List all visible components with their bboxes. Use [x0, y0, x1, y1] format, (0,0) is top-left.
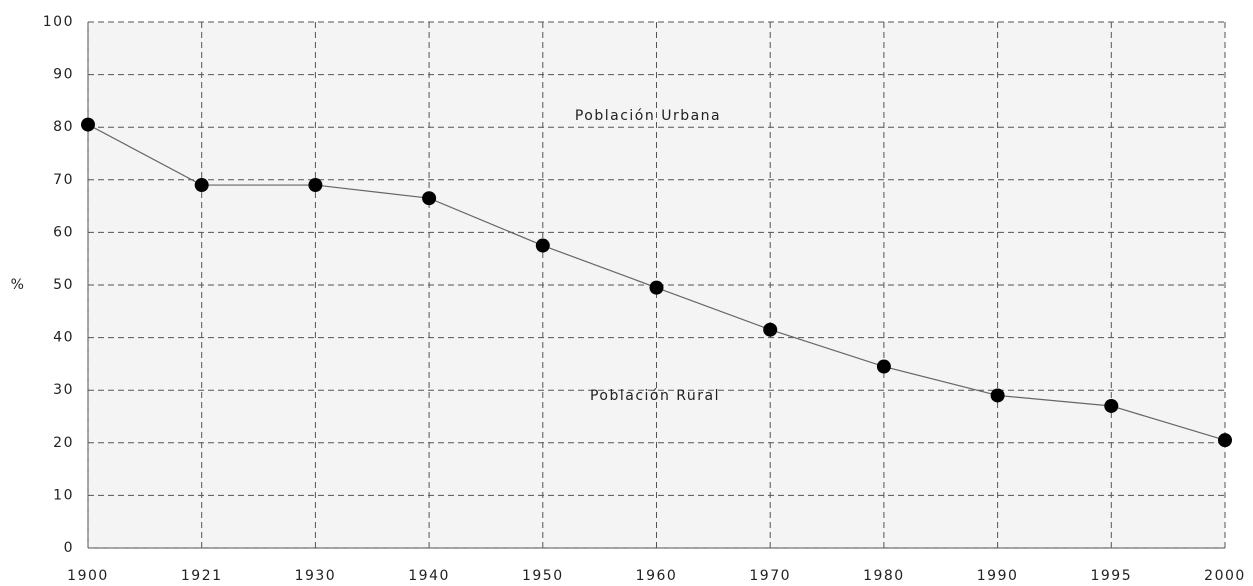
x-tick-label: 1980 — [863, 568, 905, 584]
y-axis-label: % — [11, 277, 26, 293]
data-point — [535, 238, 550, 253]
x-tick-label: 1960 — [636, 568, 678, 584]
x-tick-label: 2000 — [1204, 568, 1246, 584]
data-point — [990, 388, 1005, 403]
x-tick-label: 1950 — [522, 568, 564, 584]
y-tick-label: 40 — [53, 330, 74, 346]
data-point — [422, 191, 437, 206]
y-tick-label: 100 — [43, 14, 74, 30]
y-tick-label: 60 — [53, 224, 74, 240]
y-tick-label: 20 — [53, 435, 74, 451]
data-point — [81, 117, 95, 132]
x-tick-label: 1921 — [181, 568, 223, 584]
y-tick-label: 70 — [53, 172, 74, 188]
data-point — [876, 359, 891, 374]
y-tick-label: 0 — [64, 540, 74, 556]
annotation: Población Rural — [590, 388, 720, 404]
data-point — [763, 322, 778, 337]
x-tick-label: 1970 — [749, 568, 791, 584]
data-point — [649, 280, 664, 295]
data-point — [1104, 398, 1119, 413]
data-point — [1218, 433, 1232, 448]
y-tick-label: 50 — [53, 277, 74, 293]
y-tick-label: 10 — [53, 487, 74, 503]
data-point — [308, 178, 323, 193]
x-tick-label: 1900 — [67, 568, 109, 584]
data-point — [194, 178, 209, 193]
x-tick-label: 1930 — [295, 568, 337, 584]
y-tick-label: 80 — [53, 119, 74, 135]
x-tick-label: 1940 — [408, 568, 450, 584]
annotation: Población Urbana — [575, 108, 721, 124]
y-tick-label: 30 — [53, 382, 74, 398]
x-tick-label: 1995 — [1090, 568, 1132, 584]
x-tick-label: 1990 — [977, 568, 1019, 584]
y-tick-label: 90 — [53, 67, 74, 83]
